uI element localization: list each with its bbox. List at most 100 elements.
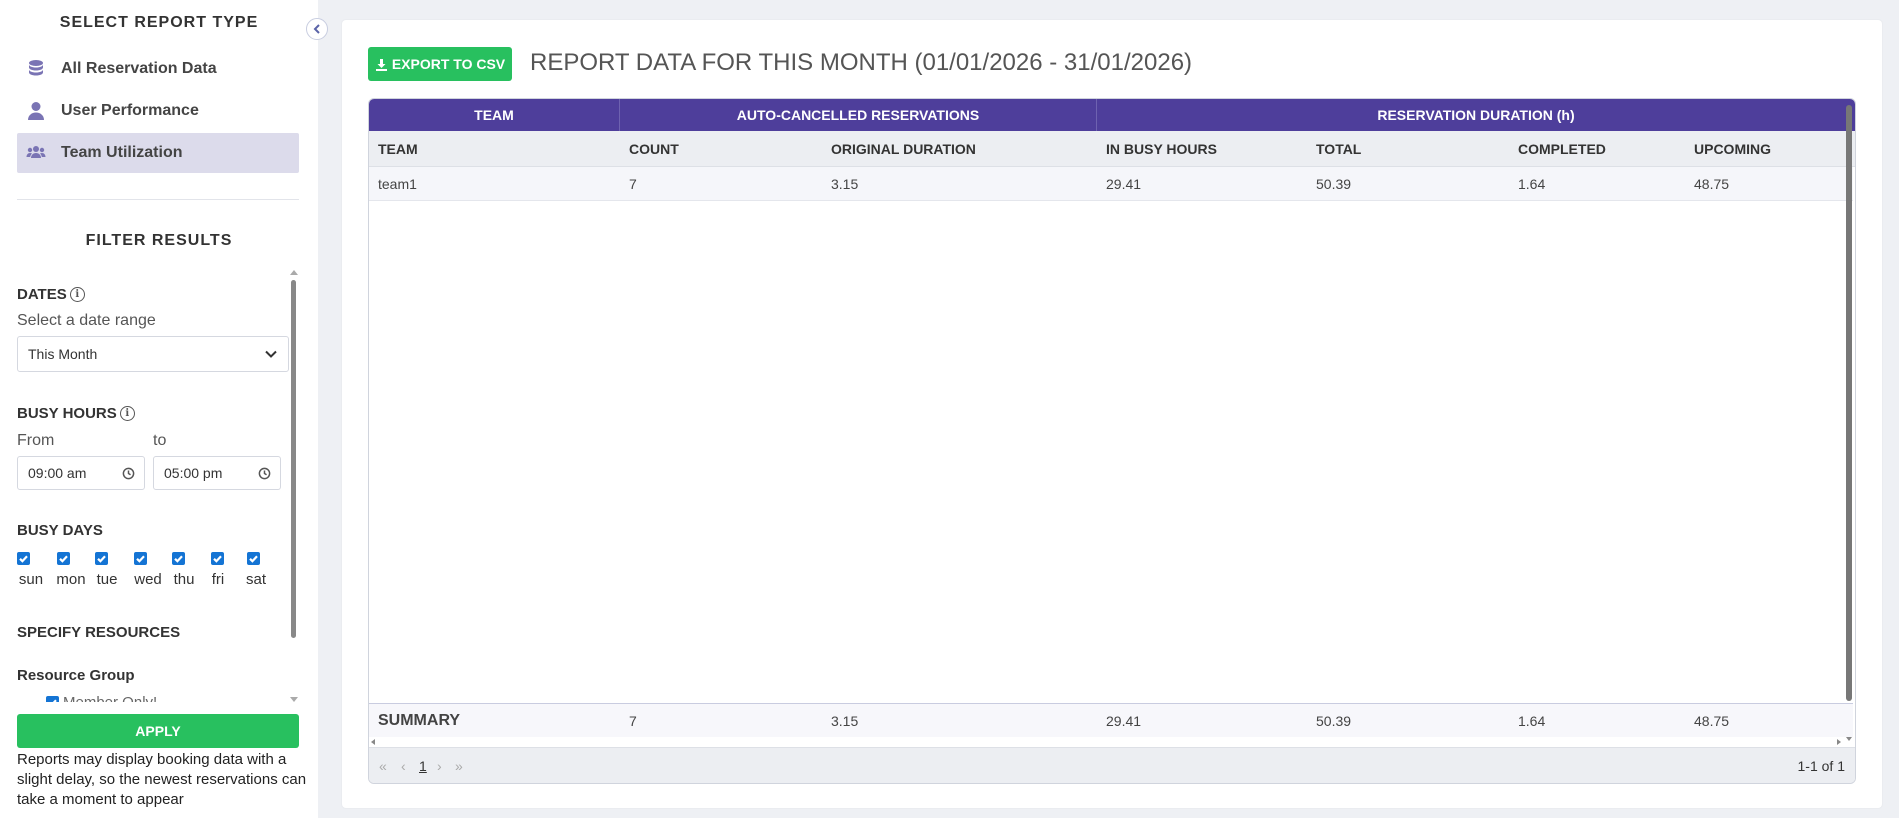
summary-count: 7 — [629, 712, 637, 729]
checkbox-checked[interactable] — [247, 552, 260, 565]
day-label: wed — [134, 571, 162, 588]
info-icon[interactable]: i — [69, 287, 85, 302]
checkbox-checked[interactable] — [46, 696, 59, 702]
busy-day-wed[interactable]: wed — [128, 552, 168, 589]
cell-original-duration: 3.15 — [831, 175, 859, 192]
cell-team: team1 — [378, 175, 417, 192]
checkbox-checked[interactable] — [57, 552, 70, 565]
table-row[interactable]: team1 7 3.15 29.41 50.39 1.64 48.75 — [369, 167, 1853, 201]
collapse-sidebar-button[interactable] — [306, 18, 328, 40]
to-time-value: 05:00 pm — [164, 465, 223, 481]
date-range-value: This Month — [28, 346, 98, 362]
column-header-in-busy-hours[interactable]: IN BUSY HOURS — [1106, 140, 1217, 157]
user-icon — [25, 100, 47, 122]
report-type-team-utilization[interactable]: Team Utilization — [17, 133, 299, 173]
member-only-option[interactable]: Member Only! — [46, 694, 157, 702]
cell-in-busy-hours: 29.41 — [1106, 175, 1142, 192]
column-header-original-duration[interactable]: ORIGINAL DURATION — [831, 140, 976, 157]
group-header-team: TEAM — [369, 99, 620, 131]
busy-day-sat[interactable]: sat — [236, 552, 276, 589]
date-range-select[interactable]: This Month — [17, 336, 289, 372]
day-label: sat — [245, 571, 266, 588]
summary-label: SUMMARY — [378, 711, 461, 729]
specify-resources-heading: SPECIFY RESOURCES — [17, 624, 181, 641]
download-icon — [375, 58, 387, 71]
busy-day-fri[interactable]: fri — [198, 552, 238, 589]
scroll-up-arrow[interactable] — [290, 270, 298, 275]
page-number-current[interactable]: 1 — [419, 758, 427, 774]
report-table: TEAM AUTO-CANCELLED RESERVATIONS RESERVA… — [368, 98, 1856, 784]
group-header-reservation-duration: RESERVATION DURATION (h) — [1377, 107, 1575, 123]
last-page-button[interactable]: » — [455, 758, 463, 774]
busy-days-heading: BUSY DAYS — [17, 522, 103, 539]
dates-heading: DATES i — [17, 286, 85, 303]
sidebar-scrollbar[interactable] — [291, 280, 296, 638]
chevron-down-icon — [265, 350, 277, 358]
column-header-total[interactable]: TOTAL — [1316, 140, 1362, 157]
report-title: REPORT DATA FOR THIS MONTH (01/01/2026 -… — [530, 49, 1193, 76]
report-type-label: All Reservation Data — [61, 60, 217, 77]
busy-hours-heading-text: BUSY HOURS — [17, 405, 117, 422]
first-page-button[interactable]: « — [379, 758, 387, 774]
scroll-down-arrow[interactable] — [290, 697, 298, 702]
filter-panel[interactable]: DATES i Select a date range This Month B… — [0, 270, 300, 702]
report-type-label: Team Utilization — [61, 144, 183, 161]
sidebar: SELECT REPORT TYPE All Reservation Data … — [0, 0, 318, 818]
summary-upcoming: 48.75 — [1694, 712, 1730, 729]
summary-original-duration: 3.15 — [831, 712, 859, 729]
checkbox-checked[interactable] — [95, 552, 108, 565]
from-time-input[interactable]: 09:00 am — [17, 456, 145, 490]
table-pager: « ‹ 1 › » 1-1 of 1 — [369, 747, 1855, 783]
scroll-right-arrow[interactable] — [1837, 739, 1841, 745]
scroll-down-arrow[interactable] — [1846, 737, 1852, 741]
info-icon[interactable]: i — [119, 406, 135, 421]
column-header-completed[interactable]: COMPLETED — [1518, 140, 1606, 157]
delay-note: Reports may display booking data with a … — [17, 751, 307, 808]
column-header-upcoming[interactable]: UPCOMING — [1694, 140, 1771, 157]
column-header-team[interactable]: TEAM — [378, 140, 418, 157]
table-vertical-scrollbar[interactable] — [1846, 105, 1852, 701]
scroll-left-arrow[interactable] — [371, 739, 375, 745]
table-group-header: TEAM AUTO-CANCELLED RESERVATIONS RESERVA… — [369, 99, 1855, 131]
column-header-count[interactable]: COUNT — [629, 140, 679, 157]
prev-page-button[interactable]: ‹ — [401, 758, 406, 774]
group-header-auto-cancelled: AUTO-CANCELLED RESERVATIONS — [620, 99, 1097, 131]
summary-in-busy-hours: 29.41 — [1106, 712, 1142, 729]
to-time-input[interactable]: 05:00 pm — [153, 456, 281, 490]
checkbox-checked[interactable] — [17, 552, 30, 565]
checkbox-checked[interactable] — [172, 552, 185, 565]
member-only-label: Member Only! — [63, 694, 157, 702]
busy-day-sun[interactable]: sun — [11, 552, 51, 589]
apply-button[interactable]: APPLY — [17, 714, 299, 748]
checkbox-checked[interactable] — [134, 552, 147, 565]
busy-hours-heading: BUSY HOURS i — [17, 405, 135, 422]
report-card: EXPORT TO CSV REPORT DATA FOR THIS MONTH… — [342, 20, 1882, 808]
next-page-button[interactable]: › — [437, 758, 442, 774]
select-report-title: SELECT REPORT TYPE — [59, 14, 259, 31]
busy-day-thu[interactable]: thu — [164, 552, 204, 589]
day-label: thu — [173, 571, 195, 588]
export-csv-button[interactable]: EXPORT TO CSV — [368, 47, 512, 81]
day-label: fri — [211, 571, 225, 588]
chevron-left-icon — [313, 24, 320, 34]
day-label: mon — [56, 571, 86, 588]
export-csv-label: EXPORT TO CSV — [391, 56, 506, 72]
busy-day-tue[interactable]: tue — [87, 552, 127, 589]
database-icon — [25, 58, 47, 80]
dates-heading-text: DATES — [17, 286, 67, 303]
report-type-all-reservation-data[interactable]: All Reservation Data — [17, 49, 299, 89]
to-label: to — [153, 432, 167, 449]
cell-count: 7 — [629, 175, 637, 192]
summary-completed: 1.64 — [1518, 712, 1546, 729]
table-column-header: TEAM COUNT ORIGINAL DURATION IN BUSY HOU… — [369, 131, 1855, 167]
day-label: tue — [96, 571, 118, 588]
clock-icon — [122, 467, 135, 479]
day-label: sun — [18, 571, 44, 588]
cell-completed: 1.64 — [1518, 175, 1546, 192]
clock-icon — [258, 467, 271, 479]
table-horizontal-scrollbar[interactable] — [369, 737, 1855, 747]
busy-day-mon[interactable]: mon — [51, 552, 91, 589]
report-type-user-performance[interactable]: User Performance — [17, 91, 299, 131]
from-time-value: 09:00 am — [28, 465, 87, 481]
checkbox-checked[interactable] — [211, 552, 224, 565]
